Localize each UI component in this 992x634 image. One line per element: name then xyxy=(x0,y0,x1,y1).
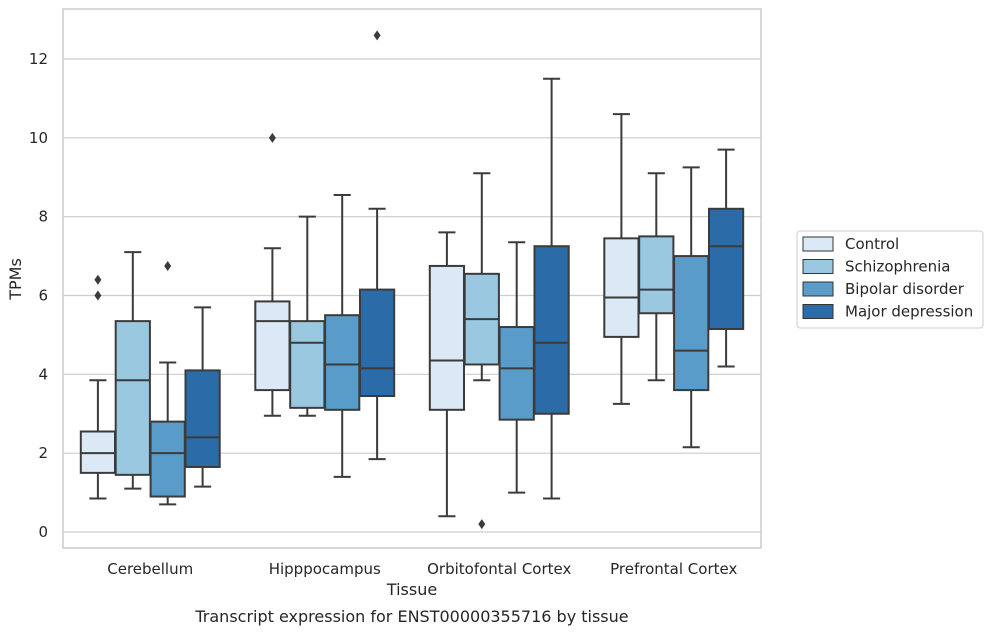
x-axis-label: Tissue xyxy=(386,580,437,599)
legend-label: Control xyxy=(845,235,899,253)
box-3-3 xyxy=(707,148,745,368)
x-tick-label: Cerebellum xyxy=(107,560,193,578)
box-body xyxy=(603,237,640,338)
outlier-point xyxy=(94,274,102,285)
legend-label: Major depression xyxy=(845,303,973,321)
plot-frame xyxy=(62,8,762,549)
y-tick-label: 2 xyxy=(38,444,48,462)
box-body xyxy=(638,235,675,315)
box-3-1 xyxy=(358,30,396,461)
y-tick-label: 10 xyxy=(29,129,48,147)
box-1-0 xyxy=(114,251,151,490)
box-body xyxy=(254,300,291,392)
box-2-2 xyxy=(498,241,535,494)
box-2-0 xyxy=(149,260,186,506)
legend-item: Bipolar disorder xyxy=(802,280,965,298)
boxes xyxy=(79,30,745,530)
box-1-1 xyxy=(289,215,326,417)
legend-swatch xyxy=(802,304,834,319)
box-2-3 xyxy=(673,166,710,449)
box-3-0 xyxy=(184,306,221,488)
box-body xyxy=(184,369,221,468)
y-tick-label: 6 xyxy=(38,287,48,305)
outlier-point xyxy=(94,290,102,301)
figure-caption: Transcript expression for ENST0000035571… xyxy=(194,607,628,626)
box-0-2 xyxy=(428,231,466,518)
box-1-3 xyxy=(638,172,675,382)
legend-item: Schizophrenia xyxy=(802,258,950,276)
box-body xyxy=(533,245,570,415)
legend-swatch xyxy=(802,259,834,274)
box-body xyxy=(149,420,186,498)
x-axis-ticks: Cerebellum Hipppocampus Orbitofontal Corte… xyxy=(107,560,737,578)
outlier-point xyxy=(164,260,172,271)
box-body xyxy=(358,288,396,398)
box-body xyxy=(324,314,361,411)
box-1-2 xyxy=(463,172,500,530)
box-body xyxy=(289,320,326,409)
y-tick-label: 12 xyxy=(29,50,48,68)
y-axis-ticks: 0 2 4 6 8 10 12 xyxy=(29,50,48,541)
legend-item: Control xyxy=(802,235,899,253)
outlier-point xyxy=(268,132,276,143)
legend-frame xyxy=(796,230,984,329)
box-0-1 xyxy=(254,132,291,417)
box-2-1 xyxy=(324,193,361,478)
y-tick-label: 8 xyxy=(38,208,48,226)
legend: Control Schizophrenia Bipolar disorder Majo… xyxy=(796,230,984,329)
x-tick-label: Prefrontal Cortex xyxy=(610,560,737,578)
y-axis-label: TPMs xyxy=(6,258,25,301)
outlier-point xyxy=(478,519,486,530)
box-3-2 xyxy=(533,77,570,500)
y-tick-label: 0 xyxy=(38,523,48,541)
box-body xyxy=(428,264,466,411)
legend-swatch xyxy=(802,281,834,297)
box-0-0 xyxy=(79,274,117,500)
legend-item: Major depression xyxy=(802,303,973,321)
legend-label: Schizophrenia xyxy=(845,258,950,276)
box-body xyxy=(707,207,745,331)
box-body xyxy=(114,320,151,476)
box-body xyxy=(673,255,710,392)
x-tick-label: Hipppocampus xyxy=(269,560,381,578)
box-body xyxy=(498,326,535,421)
x-tick-label: Orbitofontal Cortex xyxy=(427,560,571,578)
box-0-3 xyxy=(603,113,640,405)
legend-label: Bipolar disorder xyxy=(845,280,965,298)
outlier-point xyxy=(373,30,381,41)
y-tick-label: 4 xyxy=(38,365,48,383)
legend-swatch xyxy=(802,236,834,252)
